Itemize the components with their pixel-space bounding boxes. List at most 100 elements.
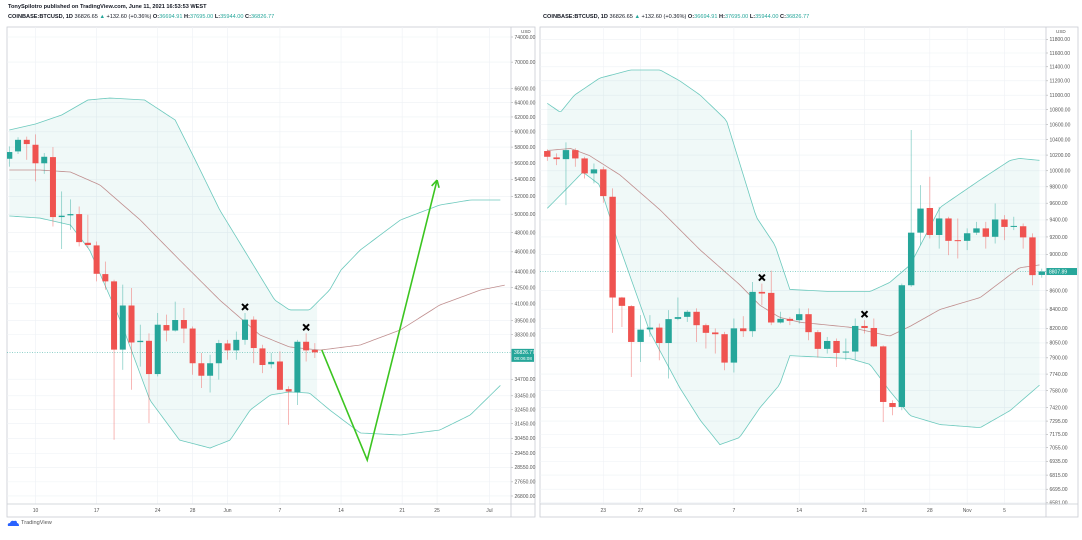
candle[interactable] <box>721 331 728 371</box>
candle[interactable] <box>49 147 56 227</box>
right-chart[interactable]: 11800.00 11600.00 11400.00 11200.00 11000.00… <box>539 26 1079 518</box>
candle[interactable] <box>1001 215 1008 241</box>
candle[interactable] <box>749 281 756 337</box>
candle[interactable] <box>215 339 222 380</box>
candle[interactable] <box>15 137 22 155</box>
candle[interactable] <box>84 214 91 249</box>
candle[interactable] <box>954 218 962 259</box>
candle[interactable] <box>163 314 170 342</box>
candle[interactable] <box>41 153 48 174</box>
time-axis[interactable]: 23 27 Oct 7 14 21 28 Nov 5 <box>600 508 1006 514</box>
candle[interactable] <box>777 311 784 324</box>
candle[interactable] <box>889 400 896 416</box>
candle[interactable] <box>285 386 292 425</box>
candle[interactable] <box>137 324 144 367</box>
tradingview-logo[interactable]: TradingView <box>7 519 52 526</box>
candle[interactable] <box>684 310 691 322</box>
candle[interactable] <box>851 318 859 361</box>
candle[interactable] <box>207 354 214 393</box>
price-axis[interactable]: 74000.00 70000.00 66000.00 64000.00 62000.00… <box>511 29 536 500</box>
candle[interactable] <box>23 136 30 160</box>
candle[interactable] <box>268 353 275 369</box>
candle[interactable] <box>562 142 570 206</box>
candle[interactable] <box>58 191 65 250</box>
candle[interactable] <box>276 351 283 390</box>
candle[interactable] <box>250 316 257 364</box>
candle[interactable] <box>758 283 766 306</box>
candle[interactable] <box>224 339 231 360</box>
candle[interactable] <box>898 283 906 411</box>
candle[interactable] <box>67 199 74 230</box>
plot-area[interactable] <box>540 69 1046 446</box>
candle[interactable] <box>102 261 109 290</box>
candle[interactable] <box>870 318 878 348</box>
candle[interactable] <box>618 296 626 328</box>
candle[interactable] <box>824 336 831 354</box>
candle[interactable] <box>656 323 663 361</box>
candle[interactable] <box>303 333 310 362</box>
candle[interactable] <box>917 185 924 246</box>
left-chart[interactable]: 74000.00 70000.00 66000.00 64000.00 62000.00… <box>6 26 536 518</box>
candle[interactable] <box>544 149 551 161</box>
candle[interactable] <box>172 301 179 332</box>
candle[interactable] <box>768 270 775 326</box>
candle[interactable] <box>76 206 83 247</box>
candle[interactable] <box>833 338 840 367</box>
candle[interactable] <box>111 279 118 440</box>
candle[interactable] <box>963 228 971 251</box>
candle[interactable] <box>935 206 943 249</box>
candle[interactable] <box>674 297 682 321</box>
candle[interactable] <box>796 308 803 324</box>
candle[interactable] <box>907 130 915 287</box>
candle[interactable] <box>646 315 654 337</box>
candle[interactable] <box>145 333 152 424</box>
candle[interactable] <box>590 163 598 184</box>
plot-area[interactable] <box>6 97 511 463</box>
candle[interactable] <box>926 176 934 239</box>
candle[interactable] <box>259 344 266 374</box>
candle[interactable] <box>991 203 999 244</box>
candle[interactable] <box>1029 233 1036 286</box>
candle[interactable] <box>628 305 635 377</box>
candle[interactable] <box>730 318 738 373</box>
candle[interactable] <box>119 284 126 370</box>
candle[interactable] <box>553 153 560 166</box>
candle[interactable] <box>572 148 579 167</box>
candle[interactable] <box>945 216 952 256</box>
candle[interactable] <box>154 312 161 377</box>
candle[interactable] <box>32 134 39 182</box>
candle[interactable] <box>128 288 135 390</box>
candle[interactable] <box>93 241 100 282</box>
candle[interactable] <box>600 166 607 203</box>
candle[interactable] <box>189 326 196 375</box>
candle[interactable] <box>982 221 990 249</box>
time-axis[interactable]: 10 17 24 28 Jun 7 14 21 25 Jul <box>33 508 493 514</box>
candle[interactable] <box>842 338 850 361</box>
candle[interactable] <box>242 312 249 345</box>
candle[interactable] <box>1019 223 1027 249</box>
candle[interactable] <box>973 221 980 235</box>
candle[interactable] <box>637 315 644 362</box>
candle[interactable] <box>180 308 187 344</box>
candle[interactable] <box>861 320 868 334</box>
candle[interactable] <box>198 353 205 389</box>
candle[interactable] <box>6 146 13 167</box>
candle[interactable] <box>702 323 710 349</box>
candle[interactable] <box>311 343 318 358</box>
candle[interactable] <box>581 156 588 179</box>
candle[interactable] <box>786 316 794 326</box>
candle[interactable] <box>712 328 719 354</box>
candle[interactable] <box>814 330 822 358</box>
candle[interactable] <box>740 316 747 337</box>
price-axis[interactable]: 11800.00 11600.00 11400.00 11200.00 11000.00… <box>1046 29 1077 507</box>
candle[interactable] <box>294 339 301 405</box>
candle[interactable] <box>609 188 616 333</box>
candle[interactable] <box>805 308 812 341</box>
candle[interactable] <box>1010 216 1017 231</box>
candle[interactable] <box>665 310 672 379</box>
candle[interactable] <box>1038 268 1045 278</box>
candle[interactable] <box>693 308 700 342</box>
candle[interactable] <box>879 345 887 423</box>
candle[interactable] <box>233 331 240 360</box>
